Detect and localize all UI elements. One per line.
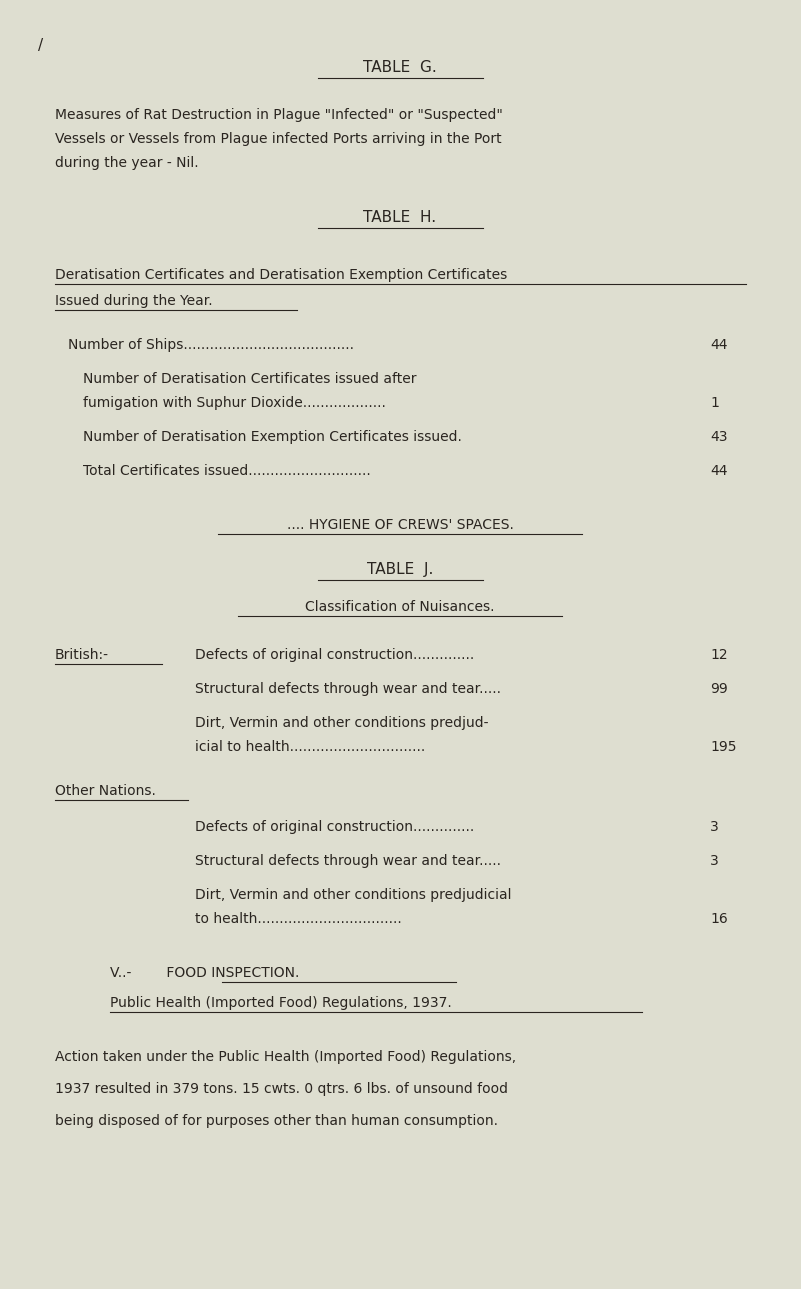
Text: 44: 44: [710, 464, 727, 478]
Text: Structural defects through wear and tear.....: Structural defects through wear and tear…: [195, 682, 501, 696]
Text: British:-: British:-: [55, 648, 109, 663]
Text: Deratisation Certificates and Deratisation Exemption Certificates: Deratisation Certificates and Deratisati…: [55, 268, 507, 282]
Text: Action taken under the Public Health (Imported Food) Regulations,: Action taken under the Public Health (Im…: [55, 1051, 516, 1063]
Text: being disposed of for purposes other than human consumption.: being disposed of for purposes other tha…: [55, 1114, 498, 1128]
Text: TABLE  H.: TABLE H.: [364, 210, 437, 226]
Text: Number of Deratisation Exemption Certificates issued.: Number of Deratisation Exemption Certifi…: [83, 431, 462, 443]
Text: Classification of Nuisances.: Classification of Nuisances.: [305, 599, 495, 614]
Text: Number of Deratisation Certificates issued after: Number of Deratisation Certificates issu…: [83, 373, 417, 385]
Text: 99: 99: [710, 682, 728, 696]
Text: 195: 195: [710, 740, 736, 754]
Text: Measures of Rat Destruction in Plague "Infected" or "Suspected": Measures of Rat Destruction in Plague "I…: [55, 108, 503, 122]
Text: to health.................................: to health...............................…: [195, 913, 402, 926]
Text: .... HYGIENE OF CREWS' SPACES.: .... HYGIENE OF CREWS' SPACES.: [287, 518, 513, 532]
Text: during the year - Nil.: during the year - Nil.: [55, 156, 199, 170]
Text: TABLE  J.: TABLE J.: [367, 562, 433, 577]
Text: Public Health (Imported Food) Regulations, 1937.: Public Health (Imported Food) Regulation…: [110, 996, 452, 1011]
Text: /: /: [38, 37, 43, 53]
Text: 3: 3: [710, 820, 718, 834]
Text: Number of Ships.......................................: Number of Ships.........................…: [68, 338, 354, 352]
Text: Vessels or Vessels from Plague infected Ports arriving in the Port: Vessels or Vessels from Plague infected …: [55, 131, 501, 146]
Text: 1937 resulted in 379 tons. 15 cwts. 0 qtrs. 6 lbs. of unsound food: 1937 resulted in 379 tons. 15 cwts. 0 qt…: [55, 1081, 508, 1096]
Text: Structural defects through wear and tear.....: Structural defects through wear and tear…: [195, 855, 501, 867]
Text: Total Certificates issued............................: Total Certificates issued...............…: [83, 464, 371, 478]
Text: 43: 43: [710, 431, 727, 443]
Text: Dirt, Vermin and other conditions predjudicial: Dirt, Vermin and other conditions predju…: [195, 888, 512, 902]
Text: 44: 44: [710, 338, 727, 352]
Text: Defects of original construction..............: Defects of original construction........…: [195, 820, 474, 834]
Text: 12: 12: [710, 648, 727, 663]
Text: Issued during the Year.: Issued during the Year.: [55, 294, 212, 308]
Text: Other Nations.: Other Nations.: [55, 784, 156, 798]
Text: Dirt, Vermin and other conditions predjud-: Dirt, Vermin and other conditions predju…: [195, 715, 489, 730]
Text: Defects of original construction..............: Defects of original construction........…: [195, 648, 474, 663]
Text: icial to health...............................: icial to health.........................…: [195, 740, 425, 754]
Text: V..-        FOOD INSPECTION.: V..- FOOD INSPECTION.: [110, 965, 300, 980]
Text: fumigation with Suphur Dioxide...................: fumigation with Suphur Dioxide..........…: [83, 396, 386, 410]
Text: TABLE  G.: TABLE G.: [363, 61, 437, 75]
Text: 16: 16: [710, 913, 728, 926]
Text: 1: 1: [710, 396, 718, 410]
Text: 3: 3: [710, 855, 718, 867]
